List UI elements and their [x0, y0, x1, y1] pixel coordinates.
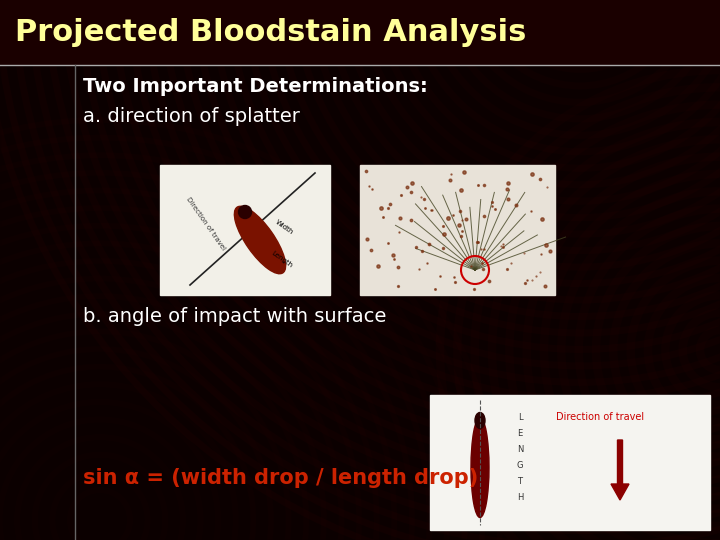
Bar: [0, 0, 720, 65]
Ellipse shape: [475, 413, 485, 429]
Ellipse shape: [471, 417, 489, 517]
Bar: [360, 165, 555, 295]
Text: E: E: [518, 429, 523, 437]
Text: b. angle of impact with surface: b. angle of impact with surface: [83, 307, 387, 327]
Text: L: L: [518, 413, 522, 422]
Text: sin α = (width drop / length drop): sin α = (width drop / length drop): [83, 468, 478, 488]
Text: Two Important Determinations:: Two Important Determinations:: [83, 78, 428, 97]
FancyArrow shape: [611, 440, 629, 500]
Text: Direction of travel: Direction of travel: [185, 196, 226, 251]
Bar: [160, 165, 330, 295]
Ellipse shape: [238, 206, 251, 219]
Text: T: T: [518, 476, 523, 485]
Text: N: N: [517, 444, 523, 454]
Text: Projected Bloodstain Analysis: Projected Bloodstain Analysis: [15, 18, 526, 47]
Ellipse shape: [234, 206, 286, 274]
Text: a. direction of splatter: a. direction of splatter: [83, 107, 300, 126]
Text: H: H: [517, 492, 523, 502]
Text: G: G: [517, 461, 523, 469]
Text: Direction of travel: Direction of travel: [556, 412, 644, 422]
Text: Length: Length: [270, 250, 293, 269]
Text: Width: Width: [274, 219, 294, 236]
Bar: [0, 65, 720, 540]
Bar: [430, 395, 710, 530]
